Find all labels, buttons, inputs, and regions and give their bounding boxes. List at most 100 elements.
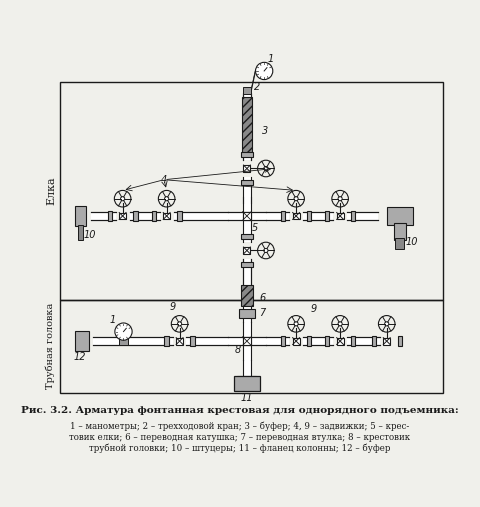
Bar <box>234 376 260 391</box>
Bar <box>243 259 251 285</box>
Bar <box>93 337 173 345</box>
Bar <box>383 338 390 345</box>
Text: 1: 1 <box>268 54 274 64</box>
Bar <box>325 211 329 221</box>
Bar <box>191 336 195 346</box>
Bar <box>242 87 251 94</box>
Text: 6: 6 <box>259 293 265 303</box>
Bar <box>60 300 443 393</box>
Bar <box>372 336 376 346</box>
Circle shape <box>115 323 132 340</box>
Text: 12: 12 <box>73 352 86 361</box>
Text: 5: 5 <box>252 223 258 233</box>
Circle shape <box>120 197 125 201</box>
Circle shape <box>264 248 268 252</box>
Bar <box>165 336 169 346</box>
Bar <box>347 337 380 345</box>
Bar <box>387 207 413 225</box>
Bar <box>241 234 252 239</box>
Bar <box>307 211 311 221</box>
Text: 1: 1 <box>110 315 116 325</box>
Bar <box>108 211 112 221</box>
Bar <box>174 212 228 220</box>
Bar <box>336 338 344 345</box>
Bar <box>351 336 355 346</box>
Circle shape <box>165 197 168 201</box>
Bar <box>163 212 170 220</box>
Bar <box>243 318 251 322</box>
Text: 7: 7 <box>259 308 265 318</box>
Bar <box>241 179 252 185</box>
Bar <box>243 247 251 254</box>
Bar <box>239 309 255 318</box>
Bar <box>243 94 251 97</box>
Bar <box>394 223 406 240</box>
Bar <box>303 212 333 220</box>
Bar <box>243 156 251 160</box>
Bar <box>152 211 156 221</box>
Text: Трубная головка: Трубная головка <box>46 303 55 389</box>
Text: 3: 3 <box>263 126 269 135</box>
Bar <box>91 212 116 220</box>
Text: 9: 9 <box>310 304 316 314</box>
Bar <box>75 331 89 351</box>
Bar <box>396 238 404 249</box>
Bar <box>243 165 251 172</box>
Bar <box>325 336 329 346</box>
Bar <box>241 152 252 157</box>
Bar <box>75 206 85 226</box>
Bar <box>243 93 251 97</box>
Text: товик елки; 6 – переводная катушка; 7 – переводная втулка; 8 – крестовик: товик елки; 6 – переводная катушка; 7 – … <box>70 432 410 442</box>
Bar <box>241 284 253 306</box>
Bar <box>243 259 251 285</box>
Bar <box>187 337 228 345</box>
Text: 9: 9 <box>169 302 176 312</box>
Bar <box>281 211 285 221</box>
Text: 1 – манометры; 2 – трехходовой кран; 3 – буфер; 4, 9 – задвижки; 5 – крес-: 1 – манометры; 2 – трехходовой кран; 3 –… <box>71 421 409 431</box>
Circle shape <box>264 166 268 170</box>
Text: трубной головки; 10 – штуцеры; 11 – фланец колонны; 12 – буфер: трубной головки; 10 – штуцеры; 11 – флан… <box>89 444 391 453</box>
Text: Елка: Елка <box>47 176 57 205</box>
Text: 2: 2 <box>254 82 260 91</box>
Bar <box>238 377 256 385</box>
Bar <box>178 211 182 221</box>
Bar <box>243 322 251 360</box>
Bar <box>243 177 251 203</box>
Bar <box>243 156 251 160</box>
Circle shape <box>294 322 298 326</box>
Circle shape <box>338 197 342 201</box>
Text: 4: 4 <box>161 175 167 185</box>
Circle shape <box>338 322 342 326</box>
Bar <box>133 211 138 221</box>
Bar <box>242 97 252 156</box>
Bar <box>243 307 251 309</box>
Text: 10: 10 <box>84 230 96 240</box>
Bar <box>119 212 126 220</box>
Bar <box>307 336 311 346</box>
Bar <box>228 212 266 220</box>
Text: 11: 11 <box>240 393 253 403</box>
Circle shape <box>178 322 181 326</box>
Bar <box>241 262 252 267</box>
Text: 8: 8 <box>235 345 241 355</box>
Bar <box>78 225 83 240</box>
Circle shape <box>255 62 273 80</box>
Bar <box>336 212 344 220</box>
Bar <box>60 82 443 300</box>
Bar <box>130 212 160 220</box>
Bar <box>243 235 251 242</box>
Bar <box>281 336 285 346</box>
Bar <box>303 337 333 345</box>
Bar <box>351 211 355 221</box>
Text: Рис. 3.2. Арматура фонтанная крестовая для однорядного подъемника:: Рис. 3.2. Арматура фонтанная крестовая д… <box>21 406 459 415</box>
Bar <box>347 212 378 220</box>
Bar <box>228 337 266 345</box>
Bar <box>243 197 251 235</box>
Bar <box>242 337 251 345</box>
Bar <box>293 212 300 220</box>
Bar <box>243 360 251 376</box>
Bar <box>242 211 251 220</box>
Bar <box>293 338 300 345</box>
Bar <box>176 338 183 345</box>
Text: 10: 10 <box>406 237 418 247</box>
